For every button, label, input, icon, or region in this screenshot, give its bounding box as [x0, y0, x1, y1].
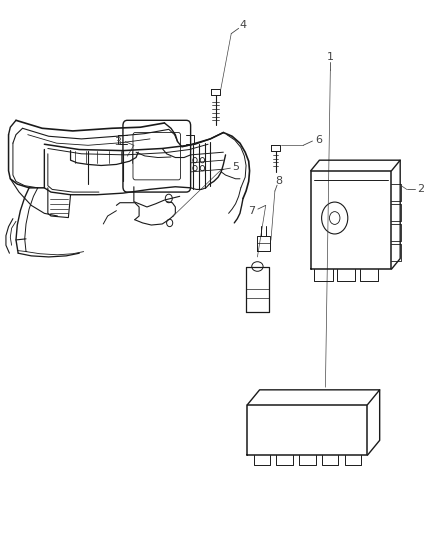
Text: 7: 7	[248, 206, 255, 216]
Text: 1: 1	[327, 52, 334, 61]
Text: 4: 4	[240, 20, 247, 30]
Text: 2: 2	[417, 184, 424, 195]
Text: 5: 5	[232, 161, 239, 172]
Text: 8: 8	[276, 176, 283, 187]
Text: 3: 3	[114, 136, 121, 147]
Text: 6: 6	[315, 135, 322, 145]
